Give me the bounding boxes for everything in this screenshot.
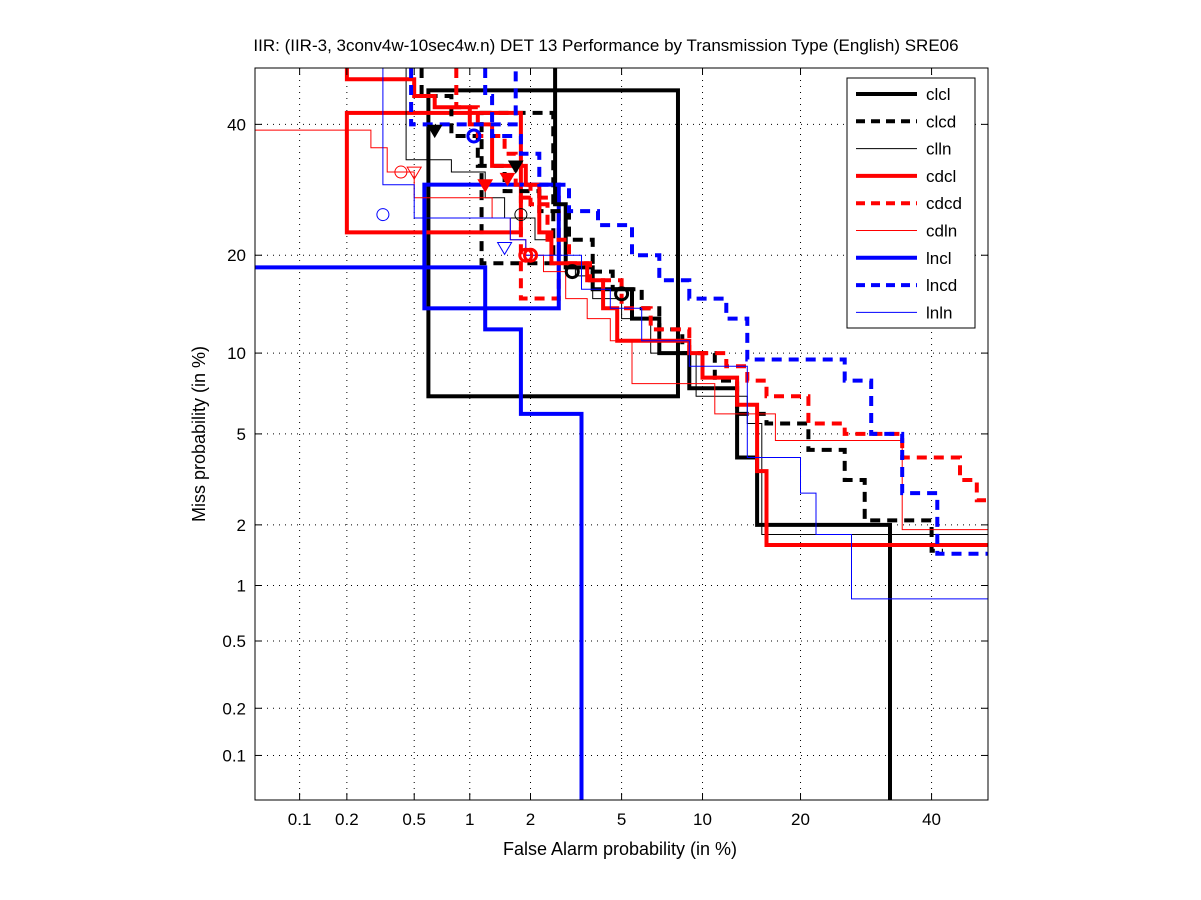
x-tick-label: 0.1 xyxy=(288,810,312,829)
actual-dcf-marker-lncl xyxy=(466,128,482,144)
det-curve-lncd-segment xyxy=(483,68,988,556)
x-axis-ticks: 0.1 0.2 0.5 1 2 5 10 20 40 xyxy=(288,68,941,829)
actual-dcf-marker-lnln xyxy=(376,208,390,222)
y-axis-label: Miss probability (in %) xyxy=(189,346,209,522)
min-dcf-marker-cdcd xyxy=(499,172,516,187)
y-axis-ticks: 0.1 0.2 0.5 1 2 5 10 20 40 xyxy=(222,115,988,765)
y-tick-label: 1 xyxy=(237,577,246,596)
x-tick-label: 2 xyxy=(526,810,535,829)
min-dcf-marker-clcl xyxy=(507,160,524,174)
y-tick-label: 2 xyxy=(237,516,246,535)
actual-dcf-marker-cdln xyxy=(394,165,408,179)
det-curve-lnln xyxy=(382,68,988,600)
legend-label-cdcl: cdcl xyxy=(926,167,956,186)
actual-dcf-marker-cdcl xyxy=(523,247,539,263)
actual-dcf-marker-clln xyxy=(514,208,528,222)
x-tick-label: 0.2 xyxy=(335,810,359,829)
operating-point-markers xyxy=(376,124,630,302)
y-tick-label: 20 xyxy=(227,246,246,265)
x-tick-label: 1 xyxy=(465,810,474,829)
confidence-box-cdcl xyxy=(344,110,523,235)
y-tick-label: 0.5 xyxy=(222,632,246,651)
min-dcf-marker-cdcl xyxy=(477,179,494,193)
legend-label-clln: clln xyxy=(926,140,952,159)
det-curve-lncd xyxy=(409,68,518,127)
legend-label-lncl: lncl xyxy=(926,249,952,268)
min-dcf-marker-cdln xyxy=(406,166,423,181)
det-curve-lncl xyxy=(255,265,584,800)
actual-dcf-marker-cdcd xyxy=(518,247,534,263)
det-curve-clcd xyxy=(419,68,943,553)
actual-dcf-marker-clcd xyxy=(614,286,630,302)
x-tick-label: 5 xyxy=(617,810,626,829)
legend-label-cdln: cdln xyxy=(926,222,957,241)
legend-label-clcd: clcd xyxy=(926,112,956,131)
y-tick-label: 10 xyxy=(227,344,246,363)
min-dcf-marker-clcd xyxy=(426,124,443,139)
legend-box xyxy=(846,77,976,329)
chart-title: IIR: (IIR-3, 3conv4w-10sec4w.n) DET 13 P… xyxy=(253,36,958,55)
legend: clcl clcd clln cdcl cdcd cdln lncl lncd lnln xyxy=(846,77,976,329)
x-axis-label: False Alarm probability (in %) xyxy=(503,839,737,859)
legend-label-cdcd: cdcd xyxy=(926,194,962,213)
actual-dcf-marker-clcl xyxy=(564,264,580,280)
min-dcf-marker-lnln xyxy=(496,241,513,256)
y-tick-label: 40 xyxy=(227,115,246,134)
y-tick-label: 0.1 xyxy=(222,746,246,765)
y-tick-label: 5 xyxy=(237,425,246,444)
grid-lines xyxy=(255,68,988,800)
det-curve-clcl xyxy=(553,68,892,800)
x-tick-label: 0.5 xyxy=(402,810,426,829)
legend-label-lnln: lnln xyxy=(926,303,952,322)
legend-label-lncd: lncd xyxy=(926,276,957,295)
y-tick-label: 0.2 xyxy=(222,699,246,718)
x-tick-label: 20 xyxy=(791,810,810,829)
x-tick-label: 10 xyxy=(693,810,712,829)
confidence-box-lncl xyxy=(422,182,561,311)
legend-label-clcl: clcl xyxy=(926,85,951,104)
confidence-boxes xyxy=(344,88,680,399)
x-tick-label: 40 xyxy=(922,810,941,829)
